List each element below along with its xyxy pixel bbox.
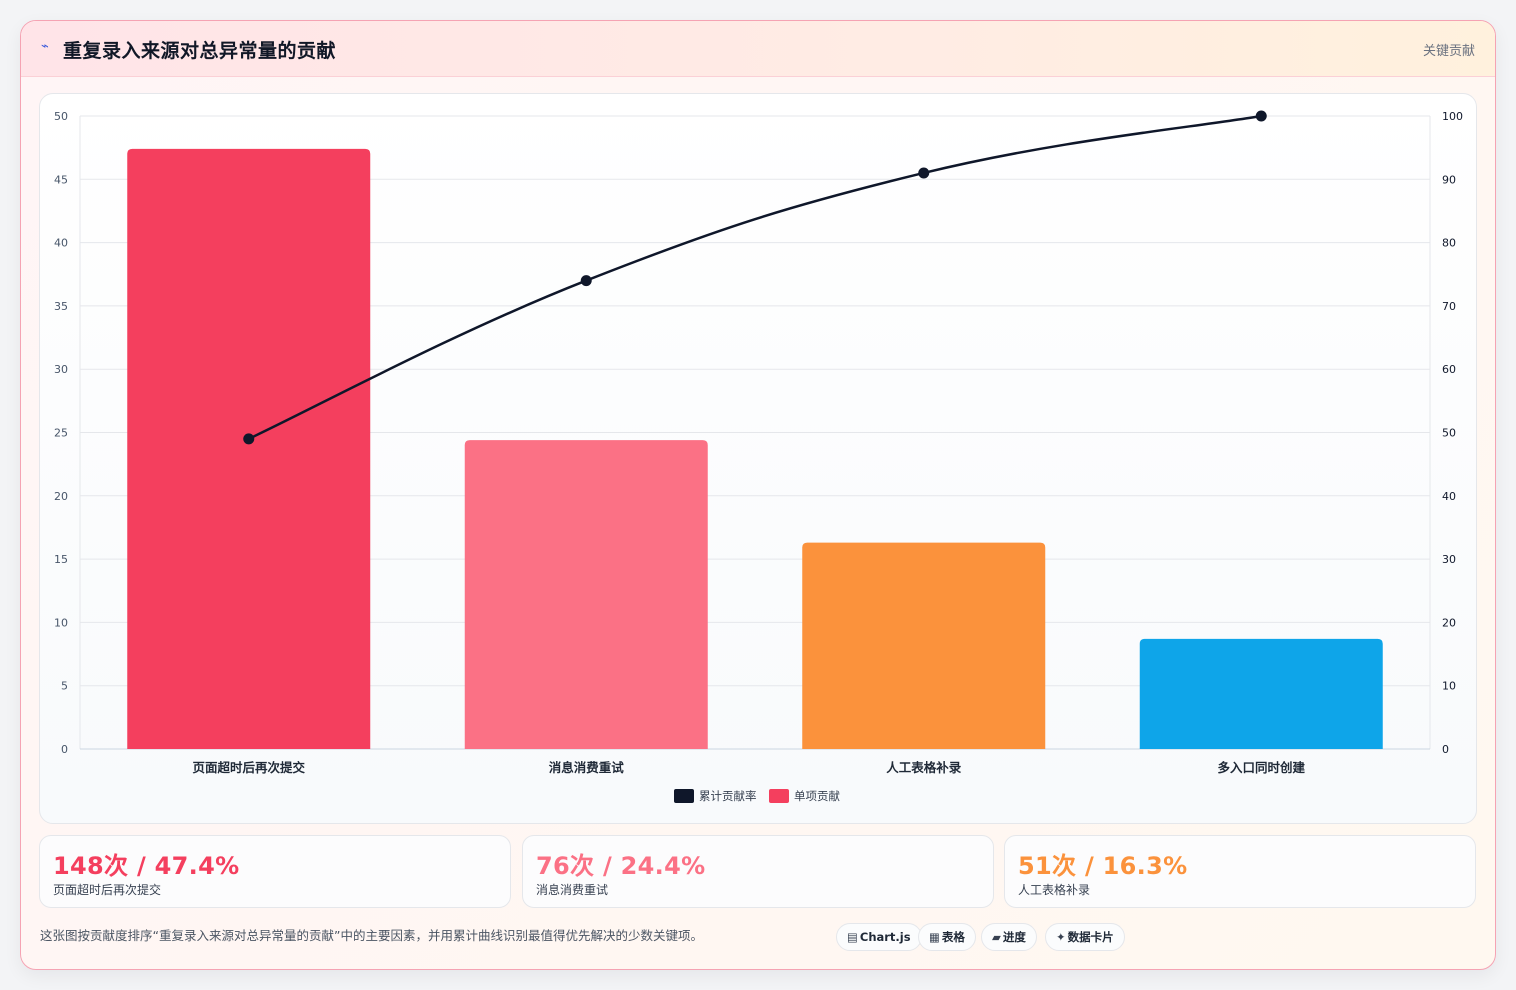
kpi-card: 76次 / 24.4% 消息消费重试 (522, 835, 994, 908)
y-tick-label-right: 80 (1442, 237, 1456, 250)
tag-progress[interactable]: ▰ 进度 (981, 923, 1037, 951)
bar (127, 148, 371, 749)
y-tick-label-right: 0 (1442, 743, 1449, 756)
kpi-card: 148次 / 47.4% 页面超时后再次提交 (39, 835, 511, 908)
tag-label: 进度 (1002, 930, 1026, 944)
y-tick-label-left: 5 (61, 680, 68, 693)
y-tick-label-right: 40 (1442, 490, 1456, 503)
kpi-label: 页面超时后再次提交 (53, 883, 162, 897)
legend-label: 累计贡献率 (699, 789, 757, 803)
table-icon: ▦ (929, 930, 940, 944)
kpi-label: 人工表格补录 (1018, 883, 1091, 897)
y-tick-label-left: 40 (54, 237, 68, 250)
legend-swatch (674, 789, 694, 803)
kpi-value: 148次 / 47.4% (53, 852, 240, 880)
kpi-value: 76次 / 24.4% (536, 852, 706, 880)
y-tick-label-left: 15 (54, 553, 68, 566)
chart-panel: 0 5 10 15 20 25 30 35 40 45 50 0 10 20 30 40 50 60 70 80 90 1… (39, 93, 1477, 824)
cumulative-point (918, 167, 930, 179)
y-tick-label-left: 35 (54, 300, 68, 313)
cumulative-point (1255, 110, 1267, 122)
legend-label: 单项贡献 (794, 789, 840, 803)
cumulative-point (580, 275, 592, 287)
cumulative-line (248, 114, 1262, 440)
tag-label: 数据卡片 (1067, 930, 1114, 944)
bar (464, 440, 708, 749)
y-tick-label-right: 50 (1442, 427, 1456, 440)
chart-icon: ⌁ (41, 39, 49, 54)
cumulative-point (243, 433, 255, 445)
y-tick-label-left: 45 (54, 173, 68, 186)
progress-icon: ▰ (992, 930, 1001, 944)
y-tick-label-right: 90 (1442, 173, 1456, 186)
y-tick-label-left: 50 (54, 110, 68, 123)
x-tick-label: 消息消费重试 (549, 760, 625, 775)
y-tick-label-right: 30 (1442, 553, 1456, 566)
chart-card: ⌁ 重复录入来源对总异常量的贡献 关键贡献 0 5 10 15 20 25 30 35 40 45… (20, 20, 1496, 970)
y-tick-label-right: 20 (1442, 616, 1456, 629)
legend-swatch (769, 789, 789, 803)
bar (1139, 638, 1383, 749)
y-tick-label-left: 30 (54, 363, 68, 376)
y-tick-label-right: 70 (1442, 300, 1456, 313)
kpi-card: 51次 / 16.3% 人工表格补录 (1004, 835, 1476, 908)
sparkle-icon: ✦ (1056, 930, 1066, 944)
tag-chartjs[interactable]: ▤ Chart.js (836, 923, 922, 951)
bar (802, 542, 1046, 749)
tag-data-card[interactable]: ✦ 数据卡片 (1045, 923, 1125, 951)
y-tick-label-right: 100 (1442, 110, 1463, 123)
y-tick-label-right: 60 (1442, 363, 1456, 376)
header-badge: 关键贡献 (1422, 44, 1475, 59)
kpi-value: 51次 / 16.3% (1018, 852, 1188, 880)
x-tick-label: 页面超时后再次提交 (192, 760, 305, 775)
y-tick-label-left: 0 (61, 743, 68, 756)
y-tick-label-left: 25 (54, 427, 68, 440)
kpi-label: 消息消费重试 (536, 883, 609, 897)
card-header: ⌁ 重复录入来源对总异常量的贡献 关键贡献 (21, 21, 1495, 77)
pareto-chart: 0 5 10 15 20 25 30 35 40 45 50 0 10 20 30 40 50 60 70 80 90 1… (54, 110, 1463, 803)
chart-icon: ▤ (847, 930, 858, 944)
card-title: 重复录入来源对总异常量的贡献 (63, 40, 337, 62)
y-tick-label-left: 20 (54, 490, 68, 503)
x-tick-label: 人工表格补录 (886, 760, 962, 775)
y-tick-label-right: 10 (1442, 680, 1456, 693)
y-tick-label-left: 10 (54, 616, 68, 629)
tag-table[interactable]: ▦ 表格 (918, 923, 976, 951)
tag-label: 表格 (941, 930, 965, 944)
chart-description: 这张图按贡献度排序“重复录入来源对总异常量的贡献”中的主要因素，并用累计曲线识别… (40, 928, 703, 943)
x-tick-label: 多入口同时创建 (1217, 760, 1305, 775)
tag-label: Chart.js (859, 930, 911, 944)
